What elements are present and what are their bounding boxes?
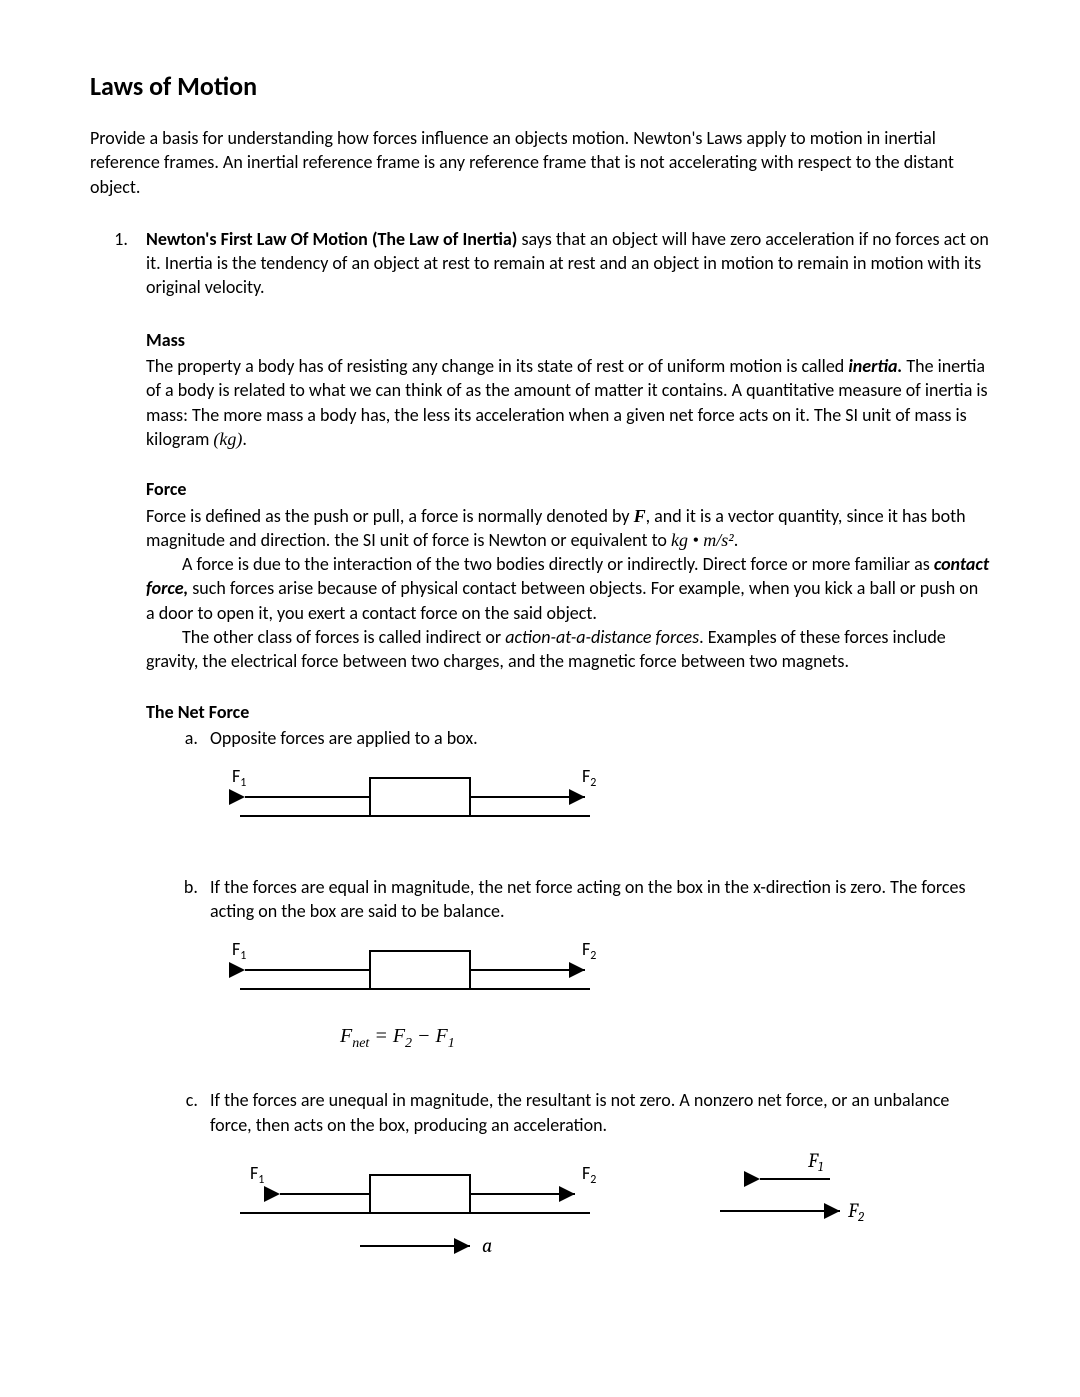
label-f2: F2: [582, 1162, 596, 1187]
force-p2a: A force is due to the interaction of the…: [182, 553, 934, 575]
force-p3: The other class of forces is called indi…: [146, 625, 990, 674]
netforce-b: If the forces are equal in magnitude, th…: [202, 875, 990, 1055]
netforce-a-text: Opposite forces are applied to a box.: [210, 727, 478, 749]
mass-text-a: The property a body has of resisting any…: [146, 355, 848, 377]
label-f2: F2: [847, 1199, 864, 1225]
law-list: Newton's First Law Of Motion (The Law of…: [90, 227, 990, 1271]
force-section: Force Force is defined as the push or pu…: [146, 477, 990, 673]
equation-fnet: Fnet = F2 − F1: [340, 1023, 990, 1054]
mass-unit: (kg): [213, 429, 242, 449]
force-p1c: .: [734, 529, 739, 551]
force-p1: Force is defined as the push or pull, a …: [146, 504, 990, 553]
force-p2b: such forces arise because of physical co…: [146, 577, 978, 623]
label-f1: F1: [807, 1151, 823, 1175]
mass-section: Mass The property a body has of resistin…: [146, 328, 990, 451]
force-F: F: [634, 506, 646, 526]
label-f1: F1: [250, 1162, 264, 1187]
law-1-lead: Newton's First Law Of Motion (The Law of…: [146, 228, 517, 250]
mass-body: The property a body has of resisting any…: [146, 354, 990, 451]
label-a: a: [482, 1234, 492, 1257]
force-heading: Force: [146, 477, 990, 501]
diagram-c-right-svg: F1 F2: [680, 1151, 870, 1241]
force-p1a: Force is defined as the push or pull, a …: [146, 505, 634, 527]
label-f2: F2: [582, 938, 596, 963]
diagram-c: F1 F2 a F1: [220, 1151, 990, 1271]
label-f1: F1: [232, 938, 246, 963]
netforce-c-text: If the forces are unequal in magnitude, …: [210, 1089, 949, 1135]
label-f1: F1: [232, 765, 246, 790]
mass-text-c: .: [242, 428, 247, 450]
law-1: Newton's First Law Of Motion (The Law of…: [132, 227, 990, 1271]
label-f2: F2: [582, 765, 596, 790]
document-page: Laws of Motion Provide a basis for under…: [0, 0, 1080, 1365]
force-unit: kg • m/s²: [671, 530, 734, 550]
netforce-list: Opposite forces are applied to a box.: [146, 726, 990, 1271]
netforce-section: The Net Force Opposite forces are applie…: [146, 700, 990, 1271]
force-p2: A force is due to the interaction of the…: [146, 552, 990, 625]
intro-paragraph: Provide a basis for understanding how fo…: [90, 126, 990, 199]
action-distance-term: action-at-a-distance forces: [505, 626, 699, 648]
netforce-c: If the forces are unequal in magnitude, …: [202, 1088, 990, 1271]
diagram-a-svg: F1 F2: [220, 764, 610, 834]
mass-heading: Mass: [146, 328, 990, 352]
diagram-a: F1 F2: [220, 764, 990, 840]
diagram-b-svg: F1 F2: [220, 937, 610, 1007]
netforce-a: Opposite forces are applied to a box.: [202, 726, 990, 841]
page-title: Laws of Motion: [90, 70, 990, 102]
law-1-text: Newton's First Law Of Motion (The Law of…: [146, 227, 990, 300]
inertia-term: inertia.: [848, 355, 902, 377]
netforce-heading: The Net Force: [146, 700, 990, 724]
diagram-c-left-svg: F1 F2 a: [220, 1151, 610, 1271]
diagram-b: F1 F2 Fnet = F2 − F1: [220, 937, 990, 1054]
netforce-b-text: If the forces are equal in magnitude, th…: [210, 876, 966, 922]
force-p3a: The other class of forces is called indi…: [182, 626, 505, 648]
